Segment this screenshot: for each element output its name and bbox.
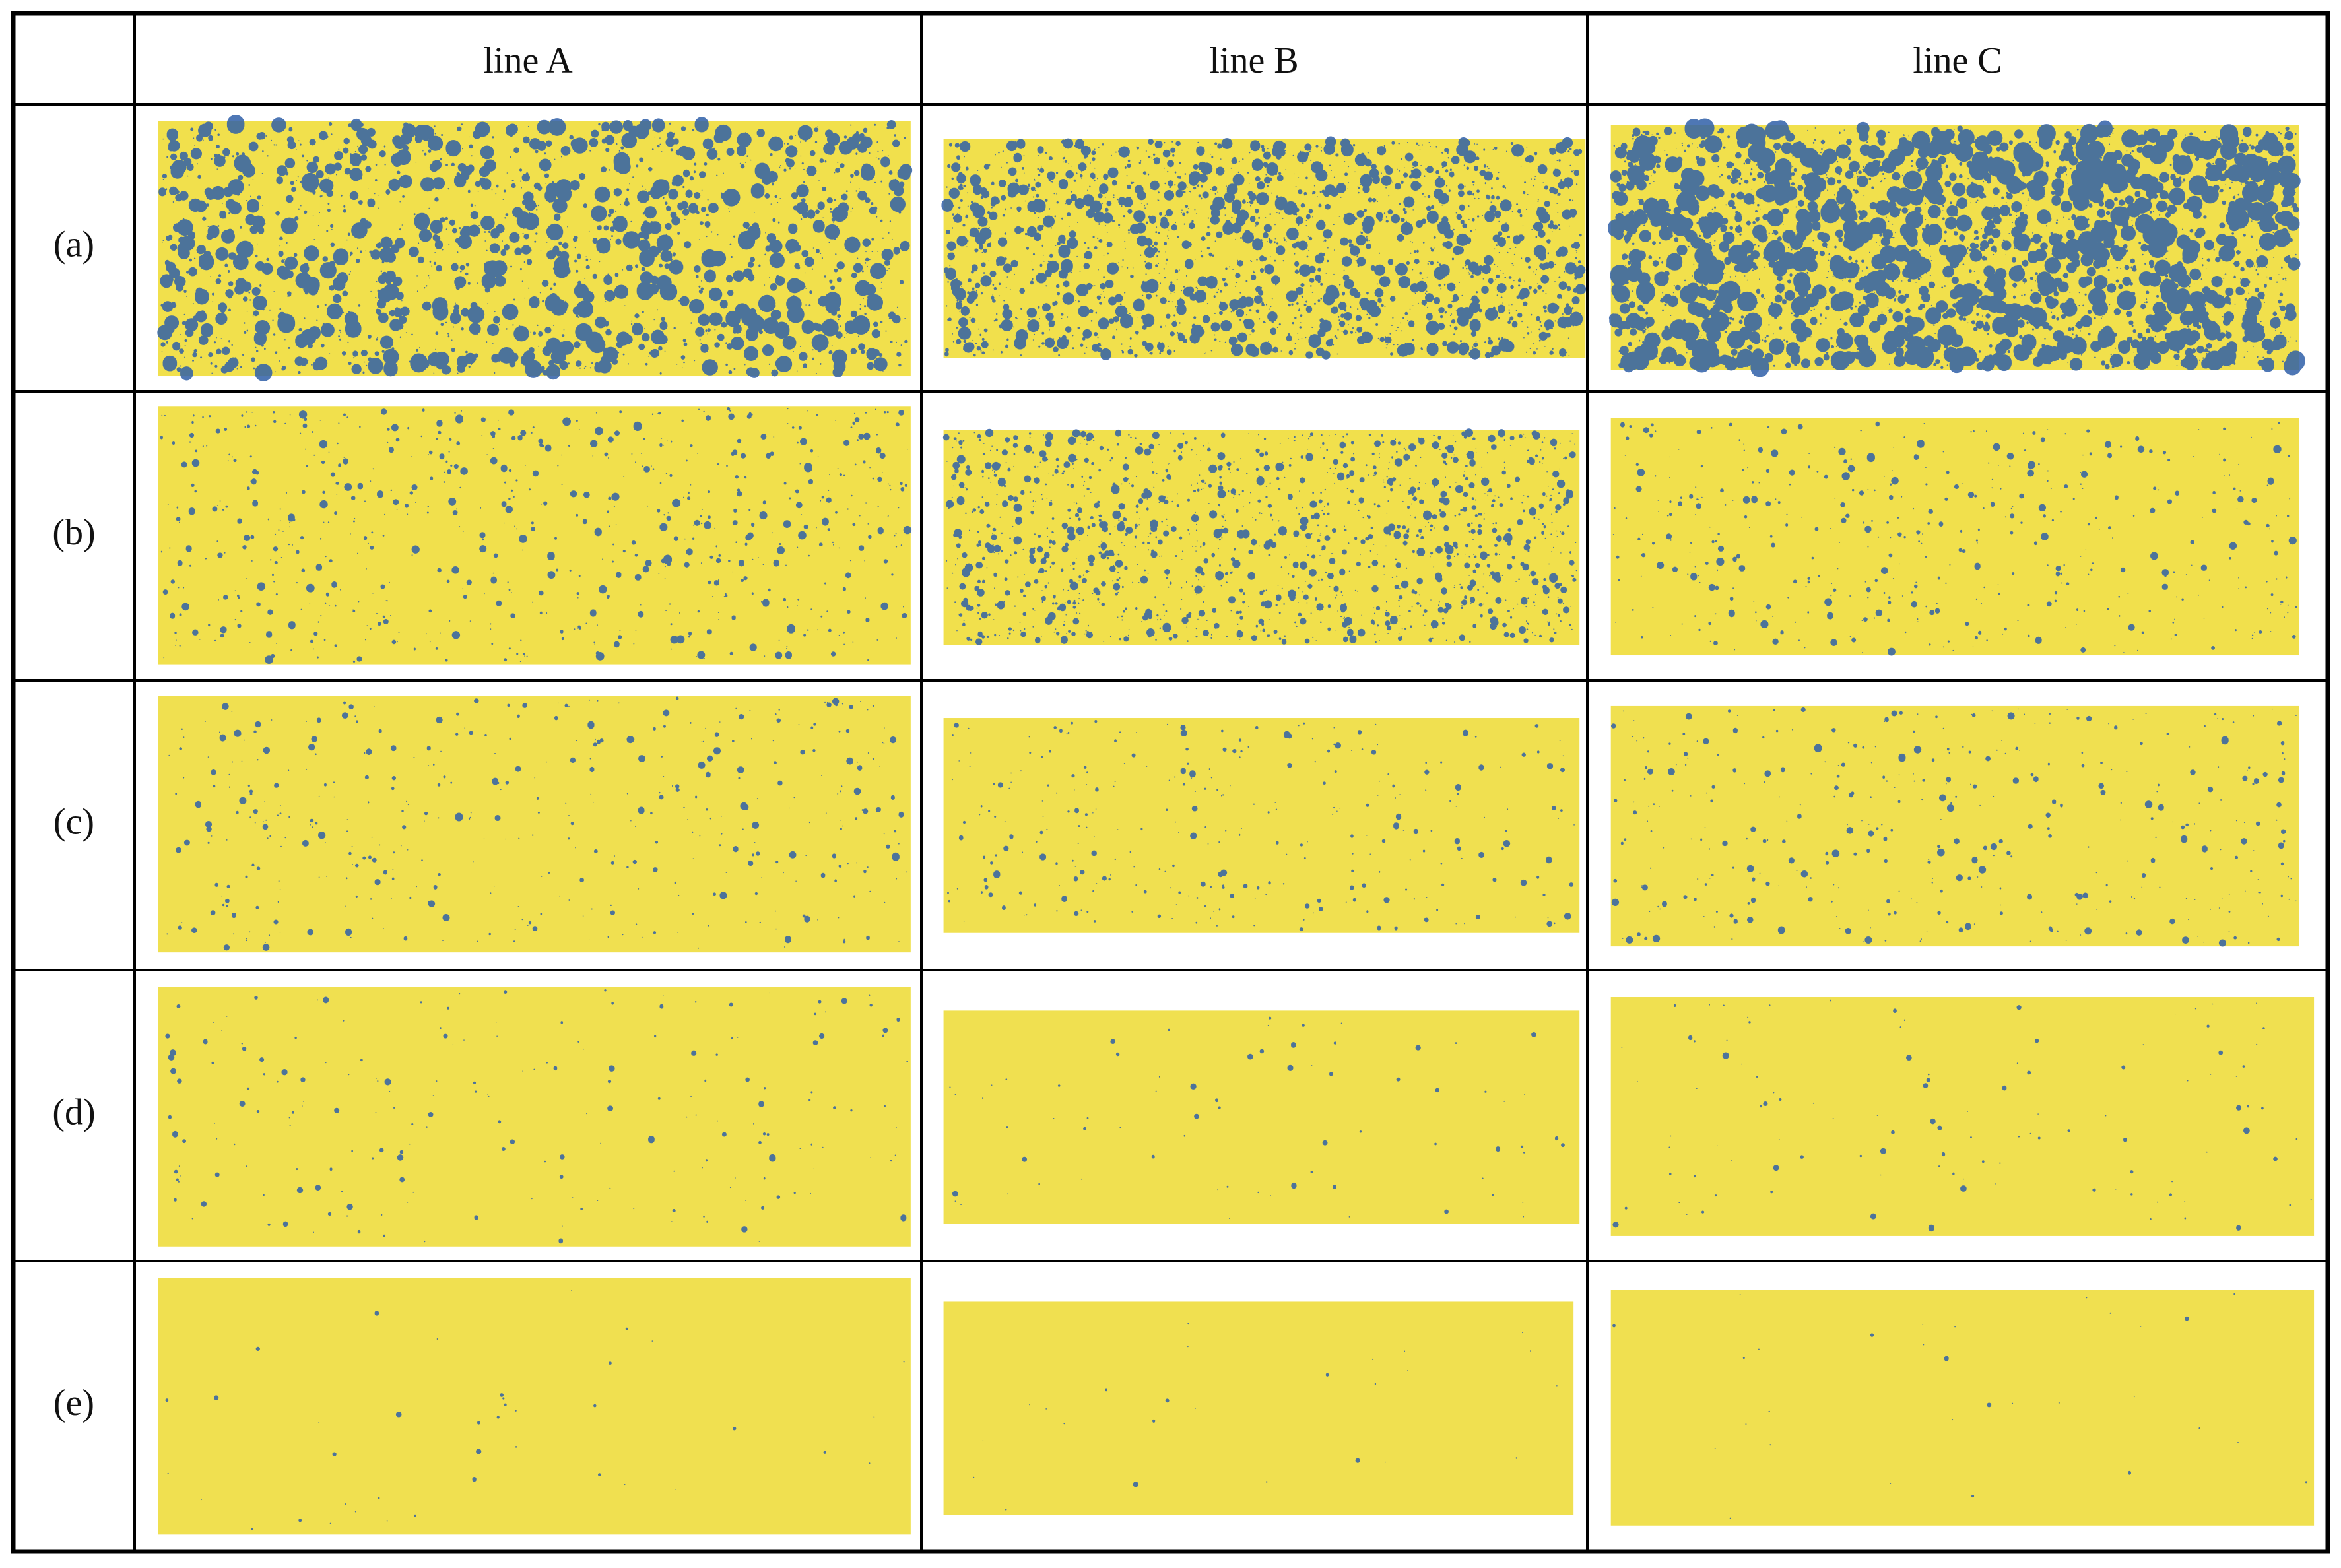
row-label: (a) [53,224,94,265]
photo-card [943,1010,1580,1224]
blue-spots [941,136,1587,360]
blue-spots [942,428,1577,645]
photo-card [942,428,1580,645]
outer-border [11,11,2330,1554]
card-background [158,406,911,665]
blue-spots [947,720,1575,932]
photo-card [1610,1290,2315,1526]
card-background [158,696,911,953]
blue-spots [157,114,913,381]
row-label: (c) [53,801,94,842]
card-background [943,1301,1574,1515]
row-label: (b) [52,512,95,553]
photo-card [1610,705,2299,947]
card-background [1610,1290,2315,1526]
row-label: (d) [52,1092,95,1132]
cards [157,114,2315,1535]
card-background [943,1010,1580,1224]
photo-card [158,696,911,953]
photo-card [157,114,913,381]
blue-spots [1611,707,2297,947]
photo-card [158,406,912,665]
card-background [943,718,1580,933]
photo-card [941,136,1587,360]
column-header: line B [1209,40,1298,81]
photo-card [1608,118,2305,377]
card-background [1610,705,2299,947]
labels: line A line B line C (a) (b) (c) (d) (e) [52,40,2002,1423]
card-background [1610,418,2299,656]
photo-card [943,1301,1574,1515]
column-header: line A [483,40,573,81]
photo-card [1610,418,2299,656]
card-background [158,1278,911,1535]
row-label: (e) [53,1383,94,1423]
photo-card [158,1278,911,1535]
photo-card [1610,997,2315,1236]
table-grid [11,11,2330,1554]
blue-spots [1608,118,2305,377]
card-background [158,987,911,1247]
card-background [1610,997,2315,1236]
column-header: line C [1913,40,2002,81]
photo-card [943,718,1580,933]
photo-card [158,987,911,1247]
